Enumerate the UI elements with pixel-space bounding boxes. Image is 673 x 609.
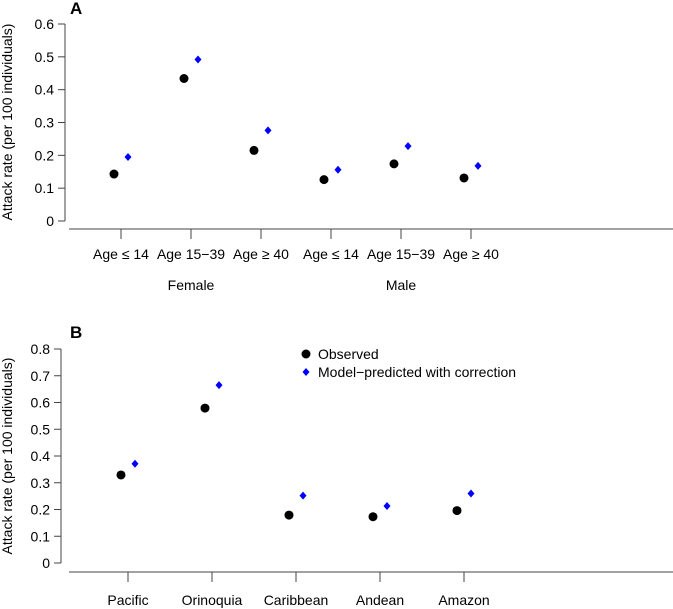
- panel-b-label: B: [70, 323, 82, 342]
- y-tick-label: 0.6: [31, 395, 51, 411]
- legend-observed-marker: [301, 349, 311, 359]
- group-label: Female: [168, 277, 215, 293]
- observed-point: [200, 403, 210, 413]
- y-tick-label: 0.2: [35, 147, 55, 163]
- predicted-point: [334, 165, 342, 174]
- predicted-point: [131, 459, 139, 468]
- y-tick-label: 0.3: [35, 115, 55, 131]
- legend: Observed Model−predicted with correction: [301, 346, 516, 380]
- y-tick-label: 0.5: [31, 421, 51, 437]
- predicted-point: [194, 55, 202, 64]
- predicted-point: [467, 489, 475, 498]
- x-tick-label: Age ≥ 40: [233, 246, 289, 262]
- observed-point: [389, 159, 399, 169]
- y-tick-label: 0.6: [35, 16, 55, 32]
- y-tick-label: 0.4: [35, 82, 55, 98]
- predicted-point: [383, 502, 391, 511]
- observed-point: [116, 470, 126, 480]
- y-tick-label: 0: [46, 213, 54, 229]
- y-tick-label: 0.3: [31, 475, 51, 491]
- observed-point: [319, 175, 329, 185]
- x-tick-label: Age 15−39: [367, 246, 435, 262]
- y-tick-label: 0.1: [31, 528, 51, 544]
- panel-b: B Attack rate (per 100 individuals) Obse…: [0, 323, 673, 608]
- x-tick-label: Caribbean: [264, 592, 329, 608]
- y-tick-label: 0.5: [35, 49, 55, 65]
- predicted-point: [215, 381, 223, 390]
- observed-point: [368, 512, 378, 522]
- panel-a-ylabel: Attack rate (per 100 individuals): [0, 24, 15, 221]
- observed-point: [452, 506, 462, 516]
- x-tick-label: Amazon: [438, 592, 489, 608]
- legend-predicted-label: Model−predicted with correction: [318, 364, 516, 380]
- legend-predicted-marker: [302, 368, 310, 376]
- x-tick-label: Pacific: [107, 592, 148, 608]
- panel-a-label: A: [70, 0, 82, 18]
- observed-point: [459, 173, 469, 183]
- y-tick-label: 0.8: [31, 341, 51, 357]
- x-tick-label: Andean: [356, 592, 404, 608]
- panel-b-ylabel: Attack rate (per 100 individuals): [0, 358, 15, 555]
- legend-observed-label: Observed: [318, 346, 379, 362]
- x-tick-label: Age ≥ 40: [443, 246, 499, 262]
- panel-a: A Attack rate (per 100 individuals) 0 0.1…: [0, 0, 673, 293]
- predicted-point: [124, 152, 132, 161]
- y-tick-label: 0: [42, 555, 50, 571]
- predicted-point: [299, 491, 307, 500]
- y-tick-label: 0.4: [31, 448, 51, 464]
- y-tick-label: 0.7: [31, 368, 51, 384]
- y-tick-label: 0.1: [35, 180, 55, 196]
- x-tick-label: Age ≤ 14: [303, 246, 359, 262]
- x-tick-label: Age 15−39: [157, 246, 225, 262]
- observed-point: [249, 145, 259, 155]
- y-tick-label: 0.2: [31, 502, 51, 518]
- x-tick-label: Orinoquia: [182, 592, 243, 608]
- predicted-point: [264, 126, 272, 135]
- observed-point: [179, 74, 189, 84]
- predicted-point: [474, 161, 482, 170]
- predicted-point: [404, 142, 412, 151]
- x-tick-label: Age ≤ 14: [93, 246, 149, 262]
- observed-point: [284, 510, 294, 520]
- observed-point: [109, 169, 119, 179]
- group-label: Male: [386, 277, 417, 293]
